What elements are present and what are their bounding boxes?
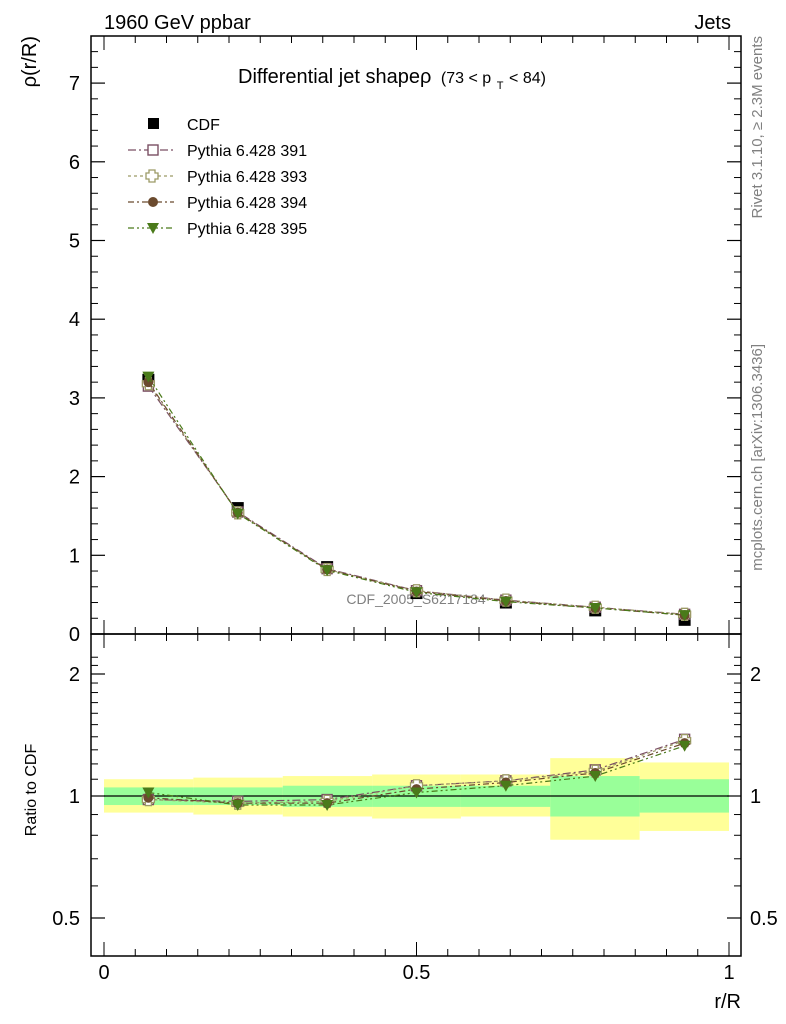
main-y-tick-label: 4 <box>69 309 80 331</box>
main-y-tick-labels: 0 1 2 3 4 5 6 7 <box>69 73 80 646</box>
ratio-y-tick-label-right: 2 <box>750 664 761 686</box>
chart-title-main: Differential jet shapeρ <box>238 66 431 88</box>
x-tick-label: 1 <box>723 962 734 984</box>
main-y-tick-label: 0 <box>69 624 80 646</box>
main-y-tick-label: 7 <box>69 73 80 95</box>
ratio-y-tick-label-right: 0.5 <box>750 908 778 930</box>
ratio-data-point <box>589 771 602 783</box>
mcplots-credit-label: mcplots.cern.ch [arXiv:1306.3436] <box>749 344 766 571</box>
chart-title-cut: (73 < p <box>441 70 491 87</box>
ratio-y-tick-label: 0.5 <box>52 908 80 930</box>
ratio-y-tick-labels: 0.5 0.5 1 1 2 2 <box>52 664 778 930</box>
legend-marker-395 <box>147 223 159 234</box>
ratio-uncertainty-bands <box>104 758 729 840</box>
ratio-data-point <box>321 800 334 812</box>
ratio-data-point <box>231 800 244 812</box>
header-energy-label: 1960 GeV ppbar <box>104 12 251 34</box>
main-y-axis-label: ρ(r/R) <box>19 36 41 87</box>
main-series-line-4 <box>147 376 685 616</box>
ratio-data-point <box>410 787 423 799</box>
ratio-data-point <box>499 780 512 792</box>
main-series-group <box>141 371 692 626</box>
chart-title-cut-end: < 84) <box>509 70 546 87</box>
header-jets-label: Jets <box>694 12 731 34</box>
legend-entry-394: Pythia 6.428 394 <box>128 195 307 212</box>
legend-marker-393 <box>145 169 159 183</box>
main-axis-ticks <box>91 36 741 635</box>
ratio-panel: 0.5 0.51 12 2 0 0.5 1 Ratio to CDF r/R <box>23 633 778 1013</box>
ratio-y-axis-label: Ratio to CDF <box>23 744 40 837</box>
main-y-tick-label: 2 <box>69 467 80 489</box>
x-tick-label: 0 <box>98 962 109 984</box>
main-data-point <box>231 508 244 520</box>
main-data-point <box>589 603 602 615</box>
ratio-data-point <box>678 740 691 752</box>
legend-marker-394 <box>148 197 158 207</box>
legend-marker-cdf <box>148 118 159 129</box>
rivet-version-label: Rivet 3.1.10, ≥ 2.3M events <box>749 36 766 219</box>
main-y-tick-label: 5 <box>69 231 80 253</box>
main-y-tick-label: 6 <box>69 152 80 174</box>
chart-title: Differential jet shapeρ (73 < p T < 84) <box>238 66 546 94</box>
main-series-3 <box>143 377 690 621</box>
legend-entry-cdf: CDF <box>148 117 220 134</box>
ratio-series-group <box>141 733 692 812</box>
x-tick-label: 0.5 <box>403 962 431 984</box>
main-data-point <box>499 596 512 608</box>
chart-title-cut-sub: T <box>497 80 504 92</box>
legend-label-393: Pythia 6.428 393 <box>187 169 307 186</box>
main-series-4 <box>142 371 691 622</box>
legend-label-391: Pythia 6.428 391 <box>187 143 307 160</box>
legend-label-395: Pythia 6.428 395 <box>187 221 307 238</box>
x-axis-label: r/R <box>714 991 741 1013</box>
main-data-point <box>410 587 423 599</box>
legend-marker-391 <box>147 144 159 156</box>
main-series-1 <box>142 380 691 621</box>
legend-entry-395: Pythia 6.428 395 <box>128 221 307 238</box>
ratio-y-tick-label-right: 1 <box>750 786 761 808</box>
main-y-tick-label: 1 <box>69 545 80 567</box>
ratio-axis-ticks <box>91 634 741 956</box>
ratio-series-3 <box>142 740 691 812</box>
main-y-tick-label: 3 <box>69 388 80 410</box>
legend-label-394: Pythia 6.428 394 <box>187 195 307 212</box>
main-data-point <box>321 565 334 577</box>
main-series-line-3 <box>147 381 685 616</box>
main-data-point <box>142 371 155 383</box>
legend-entry-393: Pythia 6.428 393 <box>128 169 307 186</box>
legend-entry-391: Pythia 6.428 391 <box>128 143 307 160</box>
legend: CDF Pythia 6.428 391 Pythia 6.428 393 Py… <box>128 117 307 238</box>
ratio-y-tick-label: 2 <box>69 664 80 686</box>
main-series-2 <box>141 377 692 621</box>
ratio-data-point <box>142 787 155 799</box>
ratio-y-tick-label: 1 <box>69 786 80 808</box>
ratio-x-tick-labels: 0 0.5 1 <box>98 962 734 984</box>
main-data-point <box>678 610 691 622</box>
legend-label-cdf: CDF <box>187 117 220 134</box>
